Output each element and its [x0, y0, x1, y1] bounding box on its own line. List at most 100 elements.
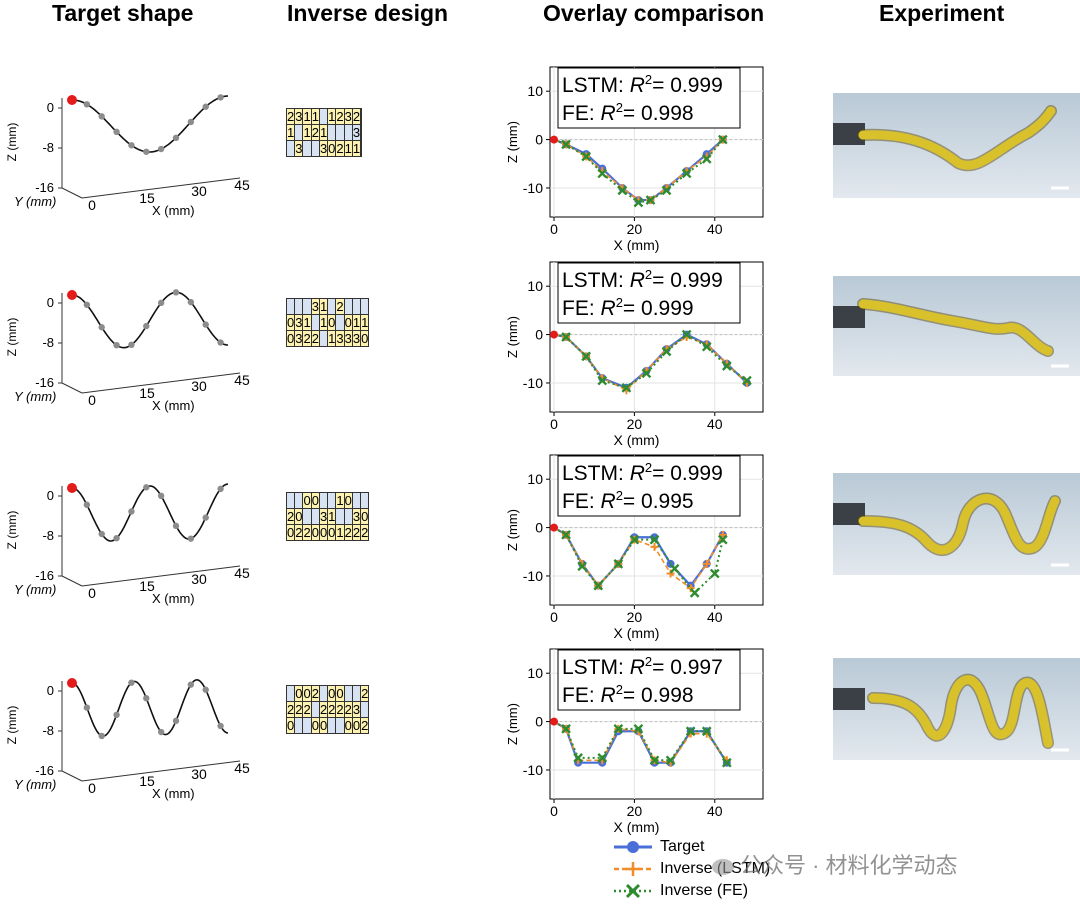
x-tick-label: 40 [707, 416, 723, 432]
experiment-svg-3 [833, 473, 1080, 575]
x-tick-label: 45 [234, 177, 250, 193]
r2-annotation: LSTM: R2= 0.997 [562, 654, 723, 679]
design-cell [360, 492, 370, 509]
target-marker [98, 324, 105, 331]
x-axis-line [81, 372, 241, 394]
design-cell [310, 508, 320, 525]
r2-annotation: FE: R2= 0.995 [562, 488, 694, 513]
annotation-r: R [601, 684, 616, 707]
y-tick-label: -10 [523, 762, 543, 778]
design-cell: 0 [327, 314, 337, 331]
design-cell [285, 685, 296, 702]
design-cell [327, 717, 337, 734]
r2-annotation: FE: R2= 0.998 [562, 682, 694, 707]
target-marker [128, 508, 135, 515]
y-tick-label: 10 [527, 665, 543, 681]
y-tick-label: -10 [523, 375, 543, 391]
fe-point [645, 195, 656, 205]
annotation-r: R [601, 297, 616, 320]
fe-point [717, 134, 728, 145]
design-cell: 0 [335, 685, 345, 702]
x-axis-line [81, 760, 241, 782]
design-cell: 2 [294, 524, 304, 541]
z-axis-label: Z (mm) [5, 706, 19, 745]
fe-point [717, 534, 728, 545]
annotation-prefix: FE: [562, 684, 601, 707]
target-curve [71, 678, 229, 738]
r2-annotation: LSTM: R2= 0.999 [562, 460, 723, 485]
design-cell: 3 [310, 298, 320, 315]
fe-point [597, 753, 608, 763]
fe-point [721, 757, 732, 768]
design-cell: 2 [335, 701, 345, 718]
start-point [67, 483, 77, 493]
design-cell: 2 [285, 701, 296, 718]
lstm-point [666, 569, 675, 578]
design-cell [343, 124, 353, 141]
target-shape-svg-2: 0 -8 -16 Z (mm) Y (mm) 0 15 30 45 X (mm) [5, 289, 250, 413]
design-cell: 0 [294, 685, 304, 702]
fe-point [613, 559, 624, 569]
soft-strip [858, 494, 1060, 555]
photo-background [833, 93, 1080, 198]
fe-point [641, 368, 652, 379]
target-marker [113, 711, 120, 719]
r2-annotation: FE: R2= 0.998 [562, 100, 694, 125]
annotation-sup: 2 [645, 654, 652, 669]
x-axis-label: X (mm) [152, 786, 195, 801]
design-cell: 0 [360, 508, 370, 525]
x-tick-label: 0 [88, 197, 96, 213]
annotation-sup: 2 [645, 267, 652, 282]
annotation-r: R [601, 102, 616, 125]
title-experiment: Experiment [879, 0, 1005, 26]
fe-point [649, 755, 660, 766]
fe-point [577, 561, 587, 572]
design-cell: 2 [294, 701, 304, 718]
x-tick-label: 0 [88, 780, 96, 796]
lstm-point [650, 542, 659, 551]
design-cell [318, 330, 329, 347]
x-tick-label: 40 [707, 803, 723, 819]
design-cell: 2 [335, 140, 345, 157]
y-axis-label: Y (mm) [14, 389, 56, 404]
design-cell: 2 [351, 524, 362, 541]
z-tick-label: 0 [47, 100, 54, 115]
overlay-chart-2: 0 20 40 10 0 -10 X (mm) Z (mm) LSTM: R2= 0.999 FE… [505, 250, 785, 450]
target-marker [202, 103, 209, 110]
design-cell [294, 717, 304, 734]
title-inverse-design: Inverse design [287, 0, 449, 26]
target-marker [157, 728, 165, 736]
fe-point [661, 346, 672, 357]
r2-annotation: LSTM: R2= 0.999 [562, 72, 723, 97]
start-point [550, 135, 559, 144]
z-tick-label: -8 [42, 723, 54, 738]
y-tick-label: -10 [523, 568, 543, 584]
design-cell: 0 [327, 685, 337, 702]
y-axis-line [61, 575, 83, 587]
design-cell: 3 [343, 330, 353, 347]
overlay-chart-3: 0 20 40 10 0 -10 X (mm) Z (mm) LSTM: R2= 0.999 FE… [505, 443, 785, 643]
watermark: 公众号 · 材料化学动态 [712, 848, 958, 880]
design-cell: 0 [294, 508, 304, 525]
annotation-value: = 0.999 [623, 297, 694, 320]
x-tick-label: 40 [707, 221, 723, 237]
design-cell [351, 492, 362, 509]
start-point [550, 717, 559, 726]
target-marker [128, 341, 135, 349]
y-axis-label: Z (mm) [505, 316, 520, 358]
y-axis-label: Z (mm) [505, 703, 520, 745]
design-cell: 1 [302, 124, 312, 141]
design-cell [327, 492, 337, 509]
design-cell: 3 [294, 140, 304, 157]
x-tick-label: 15 [139, 578, 155, 594]
target-marker [172, 134, 180, 142]
y-axis-label: Z (mm) [505, 509, 520, 551]
design-cell [285, 140, 296, 157]
fe-point [597, 168, 608, 179]
design-cell: 2 [302, 524, 312, 541]
